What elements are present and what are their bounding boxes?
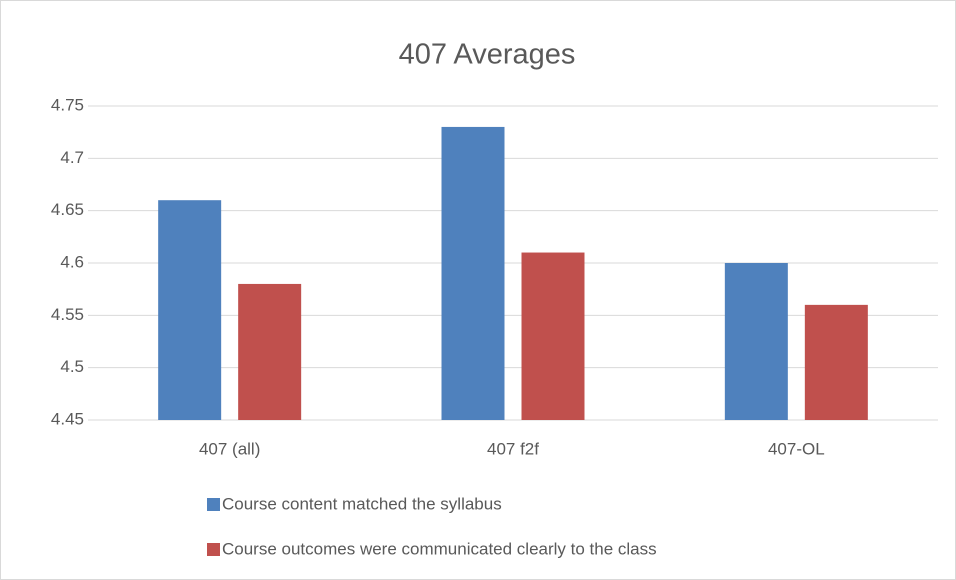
chart-title: 407 Averages xyxy=(399,39,576,71)
y-tick-label: 4.65 xyxy=(51,200,84,219)
legend-label: Course outcomes were communicated clearl… xyxy=(222,539,657,558)
y-tick-label: 4.55 xyxy=(51,305,84,324)
y-tick-label: 4.7 xyxy=(60,148,84,167)
bar xyxy=(238,283,302,420)
x-tick-label: 407 f2f xyxy=(487,439,539,458)
bar xyxy=(158,200,222,420)
bar xyxy=(441,126,505,420)
legend-swatch xyxy=(207,498,220,511)
y-tick-label: 4.6 xyxy=(60,252,84,271)
bar xyxy=(521,252,585,420)
bar xyxy=(804,304,868,420)
y-tick-label: 4.75 xyxy=(51,95,84,114)
x-tick-label: 407 (all) xyxy=(199,439,260,458)
y-tick-label: 4.5 xyxy=(60,357,84,376)
legend-label: Course content matched the syllabus xyxy=(222,494,502,513)
legend-swatch xyxy=(207,543,220,556)
x-tick-label: 407-OL xyxy=(768,439,825,458)
bar xyxy=(724,263,788,420)
y-tick-label: 4.45 xyxy=(51,409,84,428)
